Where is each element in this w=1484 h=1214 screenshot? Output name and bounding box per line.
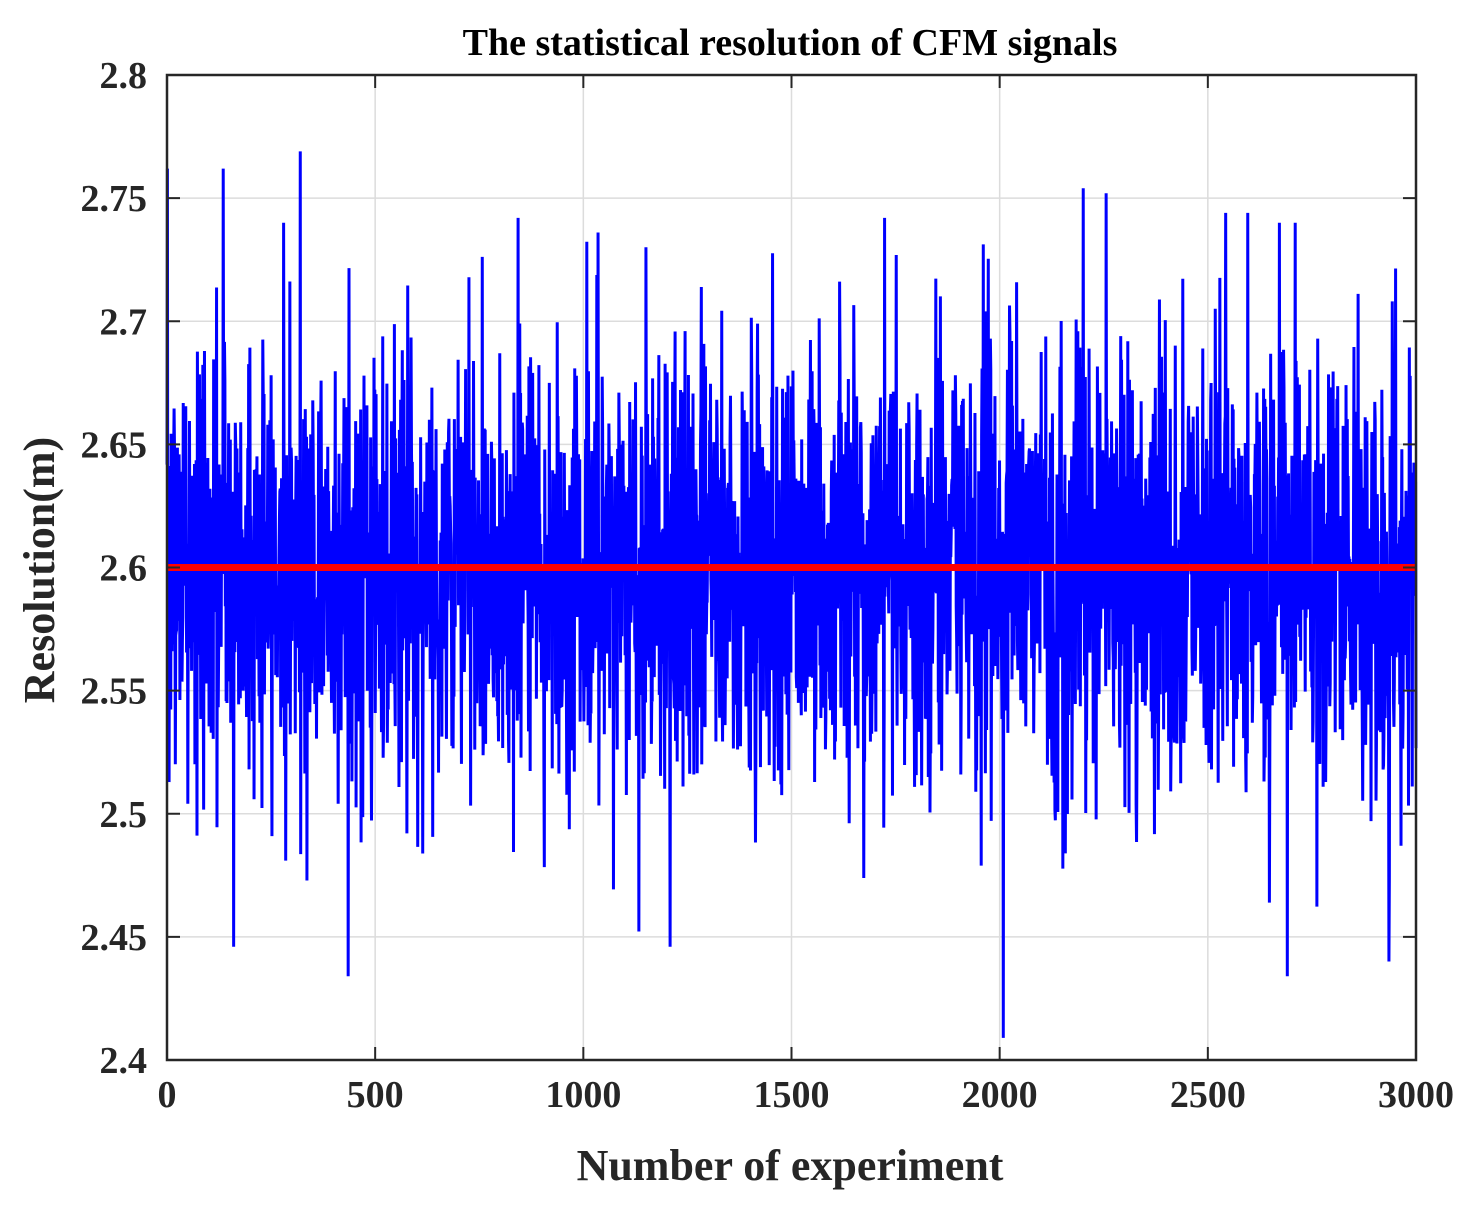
y-tick-label: 2.55 (81, 671, 148, 713)
y-axis-label: Resolution(m) (15, 437, 64, 703)
series-layer (165, 151, 1418, 1038)
y-tick-label: 2.5 (100, 794, 148, 836)
x-tick-label: 3000 (1378, 1074, 1454, 1116)
y-tick-label: 2.65 (81, 424, 148, 466)
x-tick-label: 2500 (1170, 1074, 1246, 1116)
y-tick-label: 2.7 (100, 301, 148, 343)
x-tick-label: 1000 (545, 1074, 621, 1116)
ticks: 0 500 1000 1500 2000 2500 3000 2.4 2.45 2.5 2.55 2.… (81, 55, 1455, 1116)
y-tick-label: 2.8 (100, 55, 148, 97)
x-axis-label: Number of experiment (577, 1141, 1004, 1190)
y-tick-label: 2.6 (100, 548, 148, 590)
y-tick-label: 2.75 (81, 178, 148, 220)
x-tick-label: 500 (347, 1074, 404, 1116)
chart-title: The statistical resolution of CFM signal… (463, 22, 1118, 64)
resolution-series-line (165, 151, 1418, 1038)
x-tick-label: 1500 (754, 1074, 830, 1116)
x-tick-label: 2000 (962, 1074, 1038, 1116)
y-tick-label: 2.45 (81, 917, 148, 959)
x-tick-label: 0 (158, 1074, 177, 1116)
y-tick-label: 2.4 (100, 1040, 148, 1082)
